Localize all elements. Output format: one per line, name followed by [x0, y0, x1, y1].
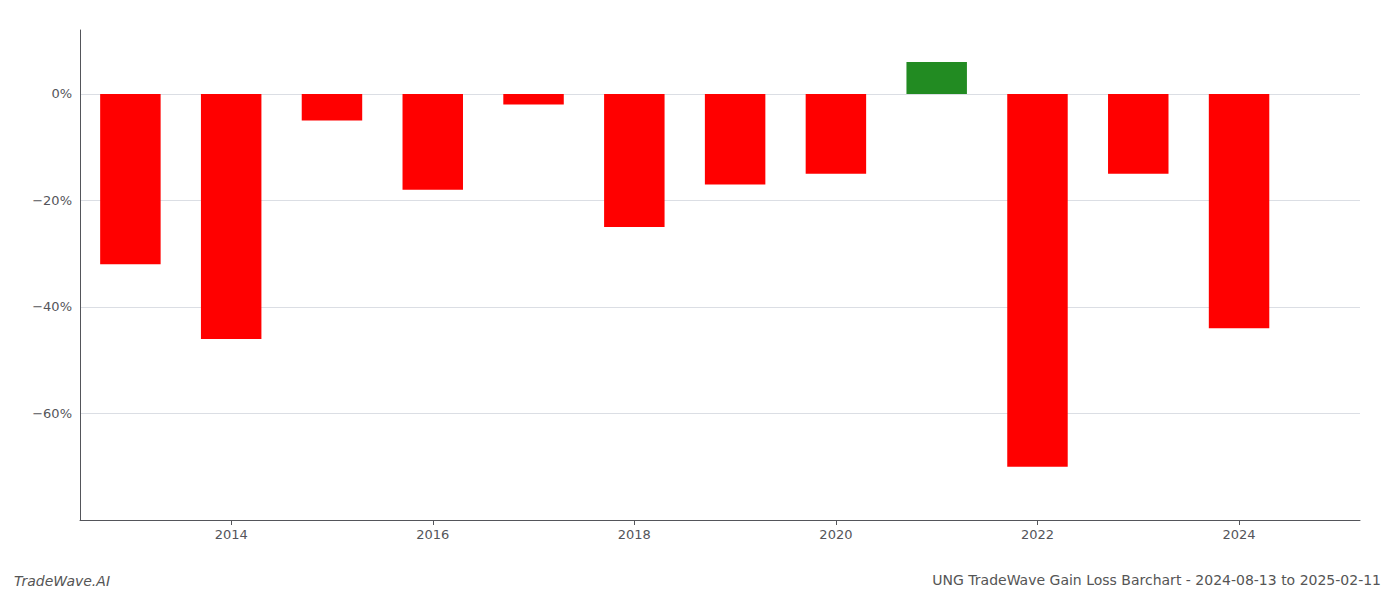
svg-text:−20%: −20% [32, 193, 72, 208]
svg-text:2016: 2016 [416, 527, 449, 542]
svg-text:0%: 0% [51, 86, 72, 101]
svg-text:2024: 2024 [1223, 527, 1256, 542]
svg-text:−60%: −60% [32, 406, 72, 421]
svg-text:2018: 2018 [618, 527, 651, 542]
svg-text:2020: 2020 [819, 527, 852, 542]
svg-text:−40%: −40% [32, 299, 72, 314]
svg-text:UNG TradeWave Gain Loss Barcha: UNG TradeWave Gain Loss Barchart - 2024-… [932, 572, 1381, 588]
svg-text:2022: 2022 [1021, 527, 1054, 542]
svg-text:2014: 2014 [215, 527, 248, 542]
svg-text:TradeWave.AI: TradeWave.AI [14, 573, 110, 589]
